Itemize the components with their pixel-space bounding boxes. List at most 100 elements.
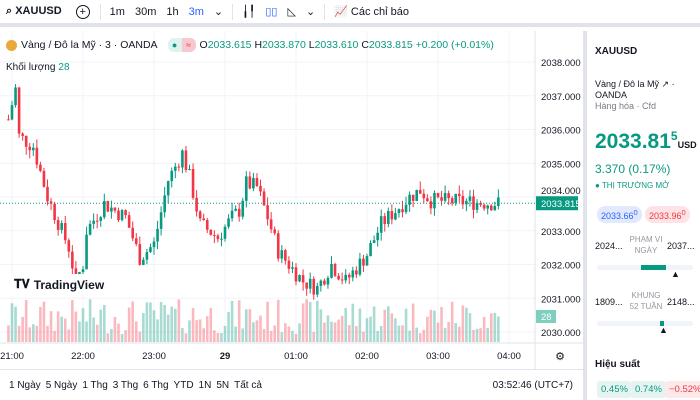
candle <box>145 252 149 260</box>
candle <box>95 220 99 222</box>
range-5y[interactable]: 5N <box>216 379 230 391</box>
volume-bar <box>245 309 248 342</box>
candle <box>273 229 276 234</box>
volume-bar <box>95 324 99 342</box>
range-3m[interactable]: 3 Thg <box>112 379 139 391</box>
candle <box>440 197 443 201</box>
range-1d[interactable]: 1 Ngày <box>9 379 41 391</box>
candle <box>351 270 355 278</box>
candle <box>184 150 188 170</box>
candle <box>458 193 461 197</box>
time-tick: 22:00 <box>71 351 95 362</box>
volume-bar <box>170 306 174 342</box>
divider <box>324 3 326 20</box>
sidebar-name[interactable]: Vàng / Đô la Mỹ ↗ · OANDA <box>595 79 675 100</box>
volume-bar <box>39 306 42 342</box>
candle <box>355 270 358 275</box>
volume-bar <box>113 316 117 342</box>
volume-bar <box>220 332 223 342</box>
volume-bar <box>411 303 415 342</box>
chevron-down-icon[interactable]: ⌄ <box>305 6 316 18</box>
candle <box>443 193 447 201</box>
volume-bar <box>397 325 401 342</box>
status-pill[interactable]: ● ≈ <box>167 38 196 52</box>
add-symbol-icon[interactable]: + <box>75 4 90 19</box>
candle <box>220 238 223 240</box>
clock[interactable]: 03:52:46 (UTC+7) <box>492 379 573 391</box>
time-tick: 03:00 <box>426 351 450 362</box>
candle <box>450 198 454 204</box>
interval-1h[interactable]: 1h <box>166 5 179 18</box>
volume-bar <box>259 315 262 342</box>
volume-bar <box>436 322 440 342</box>
candle <box>28 146 32 151</box>
candle <box>205 220 209 230</box>
interval-3m[interactable]: 3m <box>188 5 204 18</box>
chart-area[interactable]: 2038.000 2037.000 2036.000 2035.000 2034.000… <box>0 31 583 369</box>
volume-bar <box>316 300 319 342</box>
status-text: THỊ TRƯỜNG MỞ <box>601 181 669 190</box>
volume-bar <box>291 330 294 342</box>
range-6m[interactable]: 6 Thg <box>143 379 169 391</box>
range-1m[interactable]: 1 Thg <box>82 379 108 391</box>
volume-bar <box>301 303 305 342</box>
day-range-fill <box>641 265 667 270</box>
candle <box>284 250 287 261</box>
tradingview-logo: 𝐓𝐕 TradingView <box>8 274 111 295</box>
volume-bar <box>255 320 259 342</box>
indicators-button[interactable]: 📈 Các chỉ báo <box>334 6 410 18</box>
52wk-fill <box>660 321 665 326</box>
perf-3m[interactable]: −0.52% <box>665 381 700 398</box>
price-tick: 2036.000 <box>541 126 581 137</box>
candle <box>482 204 486 209</box>
range-1y[interactable]: 1N <box>198 379 212 391</box>
range-5d[interactable]: 5 Ngày <box>45 379 78 391</box>
area-chart-icon[interactable]: ◺ <box>287 6 296 18</box>
settings-icon: ⚙ <box>555 351 565 363</box>
volume-bar <box>142 312 145 342</box>
last-price-badge <box>536 196 578 211</box>
volume-bar <box>14 306 17 342</box>
candle <box>411 194 415 201</box>
divider <box>232 3 234 20</box>
volume-bar <box>124 330 127 342</box>
candle <box>422 193 426 199</box>
time-tick: 21:00 <box>0 351 24 362</box>
time-tick: 04:00 <box>497 351 521 362</box>
candle <box>493 205 497 211</box>
candle <box>365 256 369 266</box>
time-tick: 29 <box>220 351 231 362</box>
interval-30m[interactable]: 30m <box>134 5 157 18</box>
candle <box>497 197 500 206</box>
bar-chart-icon[interactable]: ╽╿ <box>242 6 256 18</box>
52wk-high: 2148... <box>667 297 695 307</box>
volume-bar <box>78 321 81 342</box>
candle <box>330 264 333 278</box>
range-all[interactable]: Tất cả <box>234 379 262 391</box>
interval-1m[interactable]: 1m <box>109 5 125 18</box>
volume-bar <box>42 301 46 342</box>
legend-title[interactable]: Vàng / Đô la Mỹ · 3 · OANDA <box>21 39 158 51</box>
candle <box>177 166 181 168</box>
volume-legend: Khối lượng 28 <box>6 62 70 73</box>
price-chart[interactable]: 2038.000 2037.000 2036.000 2035.000 2034.000… <box>0 31 583 369</box>
volume-bar <box>230 300 234 342</box>
currency: USD <box>677 140 697 150</box>
day-low: 2024... <box>595 241 623 251</box>
volume-bar <box>330 321 333 342</box>
range-ytd[interactable]: YTD <box>173 379 194 391</box>
exchange: OANDA <box>595 90 628 100</box>
instrument-name: Vàng / Đô la Mỹ <box>595 79 660 89</box>
candle <box>7 119 10 121</box>
candles-icon[interactable]: ▯▯ <box>265 6 278 18</box>
candle <box>39 164 42 171</box>
candle <box>252 177 255 189</box>
volume-bar <box>358 308 362 342</box>
indicators-label: Các chỉ báo <box>350 6 410 18</box>
chevron-down-icon[interactable]: ⌄ <box>213 6 224 18</box>
perf-1m[interactable]: 0.74% <box>631 381 666 398</box>
perf-1w[interactable]: 0.45% <box>597 381 632 398</box>
symbol-search[interactable]: ⌕ XAUUSD <box>6 5 62 17</box>
candle <box>472 196 475 210</box>
volume-bar <box>450 301 454 342</box>
